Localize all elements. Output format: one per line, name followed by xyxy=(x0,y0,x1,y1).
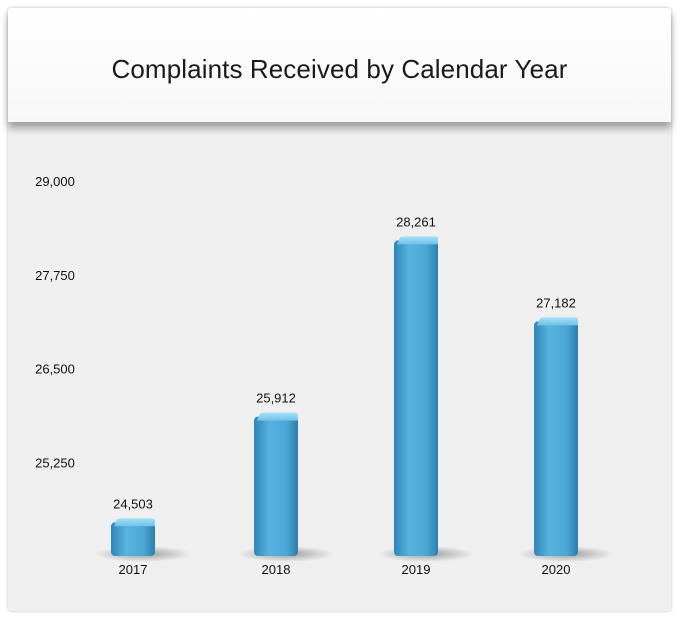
data-label-2020: 27,182 xyxy=(536,295,576,310)
bar-top-2018 xyxy=(257,412,298,421)
x-tick-label-2019: 2019 xyxy=(402,562,431,577)
x-tick-label-2018: 2018 xyxy=(262,562,291,577)
y-axis-ticks: 25,250 26,500 27,750 29,000 xyxy=(35,174,75,470)
y-tick-label: 27,750 xyxy=(35,268,75,283)
chart-title: Complaints Received by Calendar Year xyxy=(111,54,568,84)
data-label-2017: 24,503 xyxy=(113,496,153,511)
bar-2017 xyxy=(111,522,155,556)
y-tick-label: 26,500 xyxy=(35,362,75,377)
bar-2018 xyxy=(254,416,298,556)
chart-header: Complaints Received by Calendar Year xyxy=(8,8,671,122)
bar-top-2017 xyxy=(114,518,155,527)
bar-top-2020 xyxy=(537,317,578,326)
y-tick-label: 29,000 xyxy=(35,174,75,189)
x-tick-label-2017: 2017 xyxy=(119,562,148,577)
y-tick-label: 25,250 xyxy=(35,455,75,470)
category-labels: 2017 2018 2019 2020 xyxy=(119,562,571,577)
data-labels: 24,503 25,912 28,261 27,182 xyxy=(113,214,576,511)
data-label-2018: 25,912 xyxy=(256,391,296,406)
x-tick-label-2020: 2020 xyxy=(542,562,571,577)
bar-2020 xyxy=(534,321,578,556)
bar-2019 xyxy=(394,240,438,557)
data-label-2019: 28,261 xyxy=(396,214,436,229)
bars-group xyxy=(111,236,578,557)
bar-top-2019 xyxy=(397,236,438,245)
